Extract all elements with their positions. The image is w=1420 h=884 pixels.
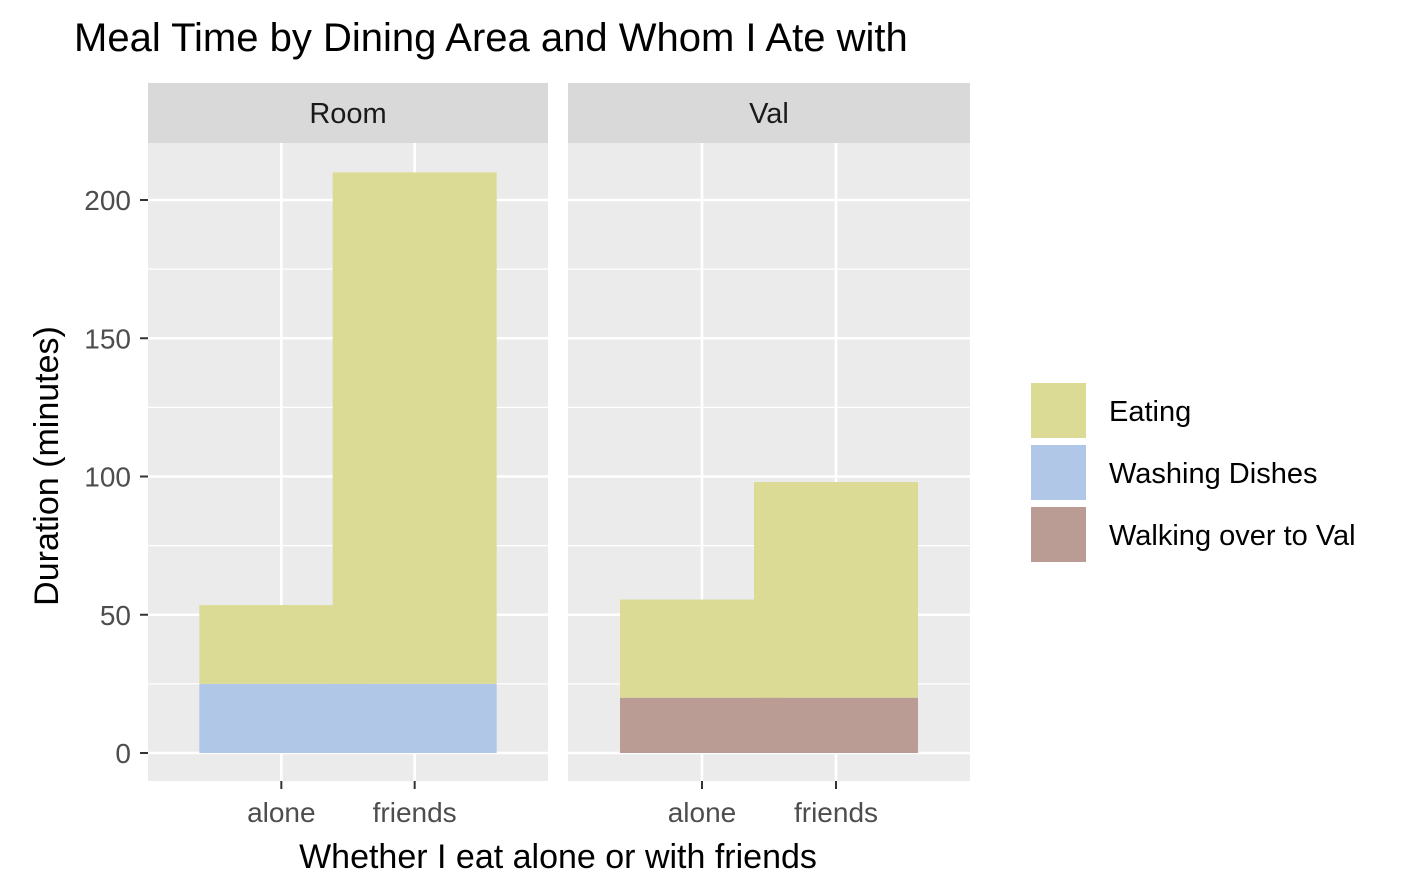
x-tick-label: alone — [247, 797, 316, 828]
bar-val-friends-eating — [754, 482, 918, 698]
legend-item-eating: Eating — [1029, 381, 1191, 440]
x-tick-label: friends — [373, 797, 457, 828]
legend-item-washing-dishes: Washing Dishes — [1029, 443, 1317, 502]
legend-swatch — [1029, 505, 1088, 564]
y-tick-label: 100 — [84, 462, 131, 493]
legend-swatch — [1029, 443, 1088, 502]
legend-label: Eating — [1109, 396, 1191, 428]
facet-strip-label: Room — [309, 98, 386, 130]
facet-panels: Room alone friends Val alone friends — [148, 83, 970, 828]
bar-room-friends-eating — [332, 172, 497, 684]
facet-strip — [148, 83, 548, 143]
y-axis-title: Duration (minutes) — [28, 326, 66, 606]
legend-label: Washing Dishes — [1109, 458, 1317, 490]
x-tick-label: alone — [668, 797, 737, 828]
y-tick-label: 150 — [84, 323, 131, 354]
bar-room-friends-washing-dishes — [332, 683, 497, 753]
y-tick-label: 200 — [84, 185, 131, 216]
x-axis-title: Whether I eat alone or with friends — [299, 838, 817, 876]
y-tick-label: 50 — [100, 600, 131, 631]
facet-strip-label: Val — [749, 98, 789, 130]
facet-strip — [568, 83, 970, 143]
legend-label: Walking over to Val — [1109, 520, 1356, 552]
facet-panel-val: Val alone friends — [568, 83, 970, 828]
facet-panel-room: Room alone friends — [148, 83, 548, 828]
y-tick-label: 0 — [115, 738, 131, 769]
legend: Eating Washing Dishes Walking over to Val — [1029, 381, 1356, 564]
legend-item-walking-over-to-val: Walking over to Val — [1029, 505, 1356, 564]
chart-title: Meal Time by Dining Area and Whom I Ate … — [74, 16, 908, 60]
x-tick-label: friends — [794, 797, 878, 828]
legend-swatch — [1029, 381, 1088, 440]
y-axis: 0 50 100 150 200 — [84, 185, 148, 769]
bar-val-friends-walking-over-to-val — [754, 697, 918, 753]
